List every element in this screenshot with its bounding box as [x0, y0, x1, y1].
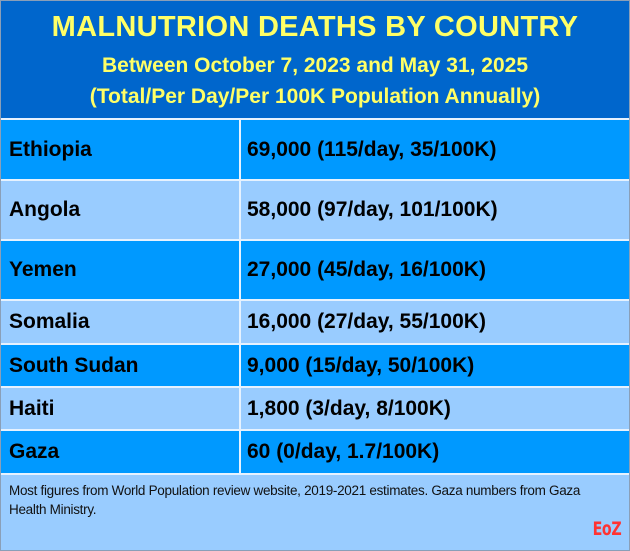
value-cell: 1,800 (3/day, 8/100K): [247, 396, 451, 420]
table-row: Yemen 27,000 (45/day, 16/100K): [1, 239, 629, 299]
table-row: Gaza 60 (0/day, 1.7/100K): [1, 429, 629, 473]
country-cell: Yemen: [9, 258, 77, 281]
country-cell: Gaza: [9, 440, 60, 463]
footer: Most figures from World Population revie…: [1, 473, 629, 550]
column-divider: [239, 301, 241, 343]
country-cell: Haiti: [9, 396, 55, 420]
value-cell: 69,000 (115/day, 35/100K): [247, 137, 497, 161]
column-divider: [239, 388, 241, 429]
table-row: South Sudan 9,000 (15/day, 50/100K): [1, 343, 629, 386]
value-cell: 60 (0/day, 1.7/100K): [247, 440, 440, 463]
country-cell: South Sudan: [9, 353, 139, 377]
column-divider: [239, 241, 241, 299]
units-subtitle: (Total/Per Day/Per 100K Population Annua…: [89, 85, 541, 108]
table-row: Haiti 1,800 (3/day, 8/100K): [1, 386, 629, 429]
value-cell: 27,000 (45/day, 16/100K): [247, 258, 486, 281]
header-banner: MALNUTRION DEATHS BY COUNTRY Between Oct…: [1, 1, 629, 118]
column-divider: [239, 120, 241, 179]
column-divider: [239, 345, 241, 386]
value-cell: 9,000 (15/day, 50/100K): [247, 353, 475, 377]
value-cell: 58,000 (97/day, 101/100K): [247, 198, 498, 221]
eoz-logo: EoZ: [592, 518, 621, 540]
country-cell: Somalia: [9, 310, 90, 333]
page-title: MALNUTRION DEATHS BY COUNTRY: [51, 11, 579, 43]
column-divider: [239, 181, 241, 239]
table-row: Angola 58,000 (97/day, 101/100K): [1, 179, 629, 239]
country-cell: Angola: [9, 198, 81, 221]
country-cell: Ethiopia: [9, 137, 92, 161]
table-row: Ethiopia 69,000 (115/day, 35/100K): [1, 118, 629, 179]
table-row: Somalia 16,000 (27/day, 55/100K): [1, 299, 629, 343]
date-range-subtitle: Between October 7, 2023 and May 31, 2025: [101, 54, 529, 77]
value-cell: 16,000 (27/day, 55/100K): [247, 310, 486, 333]
column-divider: [239, 431, 241, 473]
source-note: Most figures from World Population revie…: [9, 483, 581, 517]
